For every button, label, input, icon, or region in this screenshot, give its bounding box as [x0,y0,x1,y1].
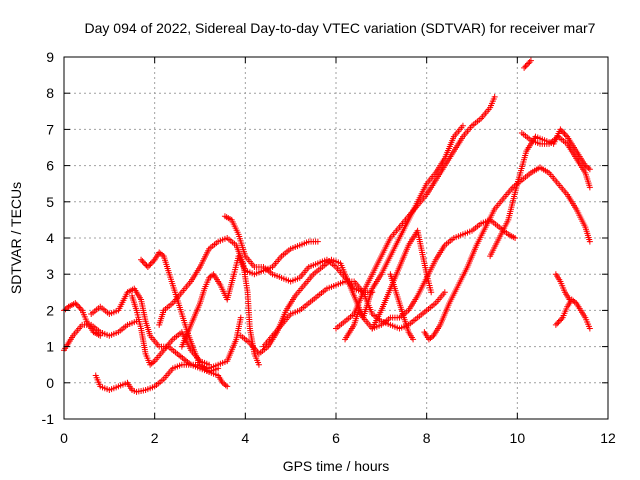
y-tick-label: 4 [46,230,54,246]
data-point [586,166,593,173]
data-point [566,296,573,303]
data-series [552,296,593,332]
data-point [459,122,466,129]
data-point [97,332,104,339]
data-point [491,93,498,100]
data-point [237,314,244,321]
data-point [556,317,563,324]
data-point [77,305,84,312]
data-point [75,303,82,310]
data-point [147,261,154,268]
data-point [72,300,79,307]
data-point [144,263,151,270]
data-point [73,301,80,308]
data-series [342,122,466,343]
data-point [554,320,561,327]
data-point [522,63,529,70]
data-series [518,130,593,191]
data-series [521,57,534,71]
chart-title: Day 094 of 2022, Sidereal Day-to-day VTE… [85,20,596,36]
y-tick-label: 7 [46,121,54,137]
data-series [421,164,593,343]
data-point [140,259,147,266]
x-tick-label: 8 [423,430,431,446]
x-tick-label: 12 [600,430,616,446]
data-point [558,316,565,323]
y-tick-label: 6 [46,158,54,174]
data-point [139,258,146,265]
data-point [562,132,569,139]
data-point [428,289,435,296]
data-point [561,130,568,137]
y-tick-label: 0 [46,375,54,391]
data-series [92,314,244,395]
data-point [148,259,155,266]
data-point [146,262,153,269]
data-series [552,271,573,303]
data-point [512,235,519,241]
x-tick-label: 6 [332,430,340,446]
data-point [527,57,534,64]
data-series [61,300,104,339]
data-point [523,61,530,68]
data-point [410,336,417,343]
data-point [586,238,593,245]
data-point [586,184,593,191]
x-tick-label: 2 [151,430,159,446]
x-axis-label: GPS time / hours [283,458,390,474]
y-tick-label: 9 [46,49,54,65]
y-axis-label: SDTVAR / TECUs [8,182,24,294]
x-tick-label: 10 [510,430,526,446]
y-tick-label: -1 [42,411,55,427]
x-tick-label: 0 [60,430,68,446]
y-tick-label: 3 [46,266,54,282]
data-point [76,304,83,311]
data-point [558,127,565,134]
data-point [560,129,567,136]
data-point [557,126,564,133]
x-tick-label: 4 [241,430,249,446]
data-point [521,64,528,71]
data-point [526,59,533,66]
data-point [150,258,157,265]
data-point [206,361,213,368]
data-point [255,361,262,368]
data-layer [61,57,593,395]
data-series [369,227,435,332]
data-point [525,60,532,67]
data-point [552,321,559,328]
data-point [586,325,593,332]
data-series [237,216,519,357]
data-point [224,383,231,390]
y-tick-label: 8 [46,85,54,101]
data-point [441,289,448,296]
data-point [138,256,145,263]
y-tick-label: 2 [46,302,54,318]
data-series [387,271,417,343]
data-point [142,261,149,268]
data-point [314,238,321,245]
data-point [555,318,562,325]
y-tick-label: 5 [46,194,54,210]
y-tick-label: 1 [46,339,54,355]
